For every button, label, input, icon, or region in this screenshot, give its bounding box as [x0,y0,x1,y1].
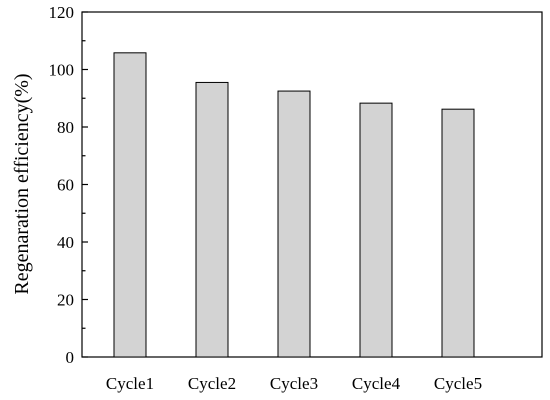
bar-cycle5 [441,108,475,358]
y-tick-label: 40 [57,233,74,252]
x-tick-label: Cycle1 [106,374,154,393]
x-tick-label: Cycle3 [270,374,318,393]
x-tick-label: Cycle2 [188,374,236,393]
bar-series [113,52,475,358]
x-tick-label: Cycle5 [434,374,482,393]
y-tick-label: 20 [57,291,74,310]
x-tick-label: Cycle4 [352,374,401,393]
bar-cycle1 [113,52,147,358]
bar-cycle4 [359,102,393,358]
y-tick-label: 0 [66,348,75,367]
y-tick-label: 60 [57,176,74,195]
y-tick-label: 100 [49,61,75,80]
bar-cycle2 [195,81,229,358]
x-axis: Cycle1 Cycle2 Cycle3 Cycle4 Cycle5 [106,374,482,393]
y-tick-label: 120 [49,3,75,22]
y-axis-title: Regenaration efficiency(%) [11,73,33,294]
y-tick-label: 80 [57,118,74,137]
bar-cycle3 [277,90,311,358]
y-axis: 0 20 40 60 80 100 120 [49,3,88,367]
